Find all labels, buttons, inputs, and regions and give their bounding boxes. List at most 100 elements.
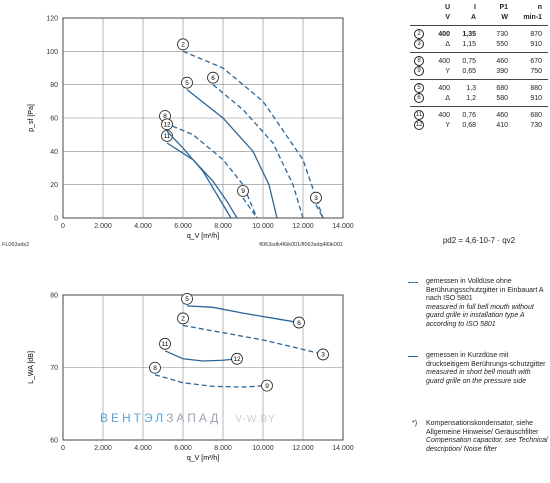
cell-i: 1,15 [462, 40, 476, 48]
row-id: 11 [410, 110, 428, 120]
cell-n: 670 [530, 57, 542, 65]
curve-label-circle [177, 38, 189, 51]
series-line-5 [186, 89, 278, 219]
legend-dashed-en: measured in full bell mouth without guar… [426, 303, 534, 328]
watermark-left: ВЕНТЭЛ [100, 411, 167, 425]
table-row: 5 400 1,3 680 880 [410, 83, 548, 93]
cell-p1: 410 [496, 121, 508, 129]
cell-i: 0,65 [462, 67, 476, 75]
y-tick-label: 40 [50, 149, 58, 156]
curve-id-badge: 3 [414, 39, 424, 49]
curve-label: 5 [185, 296, 189, 303]
y-axis-label: L_WA [dB] [28, 351, 35, 384]
curve-label-circle [317, 348, 329, 361]
curve-label: 9 [265, 383, 269, 390]
table-separator [410, 79, 548, 80]
x-tick-label: 0 [61, 223, 65, 230]
unit-a: A [470, 13, 476, 21]
table-header-units: V A W min-1 [410, 12, 548, 22]
curve-id-badge: 2 [414, 29, 424, 39]
x-axis-label: q_V [m³/h] [187, 233, 219, 240]
x-tick-label: 6.000 [174, 445, 192, 452]
curve-id-badge: 9 [414, 66, 424, 76]
series-line-8 [164, 122, 258, 219]
cell-u: 400 [438, 84, 450, 92]
row-id: 6 [410, 93, 428, 103]
curve-label-circle [181, 292, 193, 305]
y-tick-label: 120 [46, 16, 58, 23]
series-line-8 [154, 374, 268, 388]
solid-line-sample [408, 356, 418, 357]
cell-u: 400 [438, 30, 450, 38]
series-line-12 [166, 130, 232, 219]
cell-u: 400 [438, 57, 450, 65]
x-tick-label: 2.000 [94, 445, 112, 452]
cell-n: 680 [530, 111, 542, 119]
header-n: n [537, 3, 542, 11]
chart-code-right: fl063sdk4l6ik001/fl063sdq4l6ik001 [259, 242, 343, 248]
cell-n: 910 [530, 94, 542, 102]
row-id: 8 [410, 56, 428, 66]
curve-label: 12 [163, 122, 171, 129]
x-tick-label: 12.000 [292, 445, 314, 452]
y-tick-label: 80 [50, 82, 58, 89]
x-tick-label: 6.000 [174, 223, 192, 230]
curve-label: 3 [321, 352, 325, 359]
table-separator [410, 106, 548, 107]
curve-label-circle [177, 312, 189, 325]
table-row: 6 Δ 1,2 580 910 [410, 93, 548, 103]
y-axis-label: p_sf [Pa] [28, 104, 35, 132]
curve-label: 8 [163, 113, 167, 120]
cell-p1: 550 [496, 40, 508, 48]
note-mark: *) [412, 420, 418, 427]
curve-label: 5 [185, 80, 189, 87]
x-tick-label: 8.000 [214, 445, 232, 452]
x-axis-label: q_V [m³/h] [187, 455, 219, 462]
table-row: 8 400 0,75 460 670 [410, 56, 548, 66]
cell-p1: 580 [496, 94, 508, 102]
x-tick-label: 0 [61, 445, 65, 452]
row-id: 9 [410, 66, 428, 76]
cell-u: Δ [445, 94, 450, 102]
cell-n: 750 [530, 67, 542, 75]
table-body: 2 400 1,35 730 870 3 Δ 1,15 550 910 8 400 0,75 460 670… [410, 25, 548, 130]
series-line-11 [164, 350, 238, 362]
series-line-5 [186, 305, 300, 324]
table-header-symbols: U I P1 n [410, 2, 548, 12]
series-line-3 [315, 204, 324, 219]
cell-p1: 680 [496, 84, 508, 92]
watermark-mid: ЗАПАД [166, 411, 222, 425]
curve-label: 2 [181, 316, 185, 323]
curve-label: 6 [297, 320, 301, 327]
y-tick-label: 60 [50, 116, 58, 123]
row-id: 3 [410, 39, 428, 49]
header-u: U [444, 3, 450, 11]
series-line-2 [182, 50, 324, 219]
cell-i: 1,2 [466, 94, 476, 102]
header-i: I [474, 3, 476, 11]
y-tick-label: 20 [50, 182, 58, 189]
curve-label: 9 [241, 188, 245, 195]
cell-u: Y [445, 121, 450, 129]
curve-id-badge: 8 [414, 56, 424, 66]
unit-min: min-1 [523, 13, 542, 21]
curve-label-circle [207, 71, 219, 84]
cell-i: 1,35 [462, 30, 476, 38]
cell-p1: 460 [496, 57, 508, 65]
unit-w: W [501, 13, 508, 21]
legend-dashed: gemessen in Volldüse ohne Berührungsschu… [408, 278, 548, 329]
curve-label: 12 [233, 356, 241, 363]
curve-label-circle [181, 76, 193, 89]
curve-label-circle [310, 191, 322, 204]
x-tick-label: 8.000 [214, 223, 232, 230]
cell-u: 400 [438, 111, 450, 119]
unit-v: V [445, 13, 450, 21]
x-tick-label: 4.000 [134, 223, 152, 230]
legend-solid-en: measured in short bell mouth with guard … [426, 369, 531, 385]
curve-label-circle [161, 130, 173, 142]
fan-data-table: U I P1 n V A W min-1 2 400 1,35 730 870 3 Δ 1,1… [410, 2, 548, 130]
curve-id-badge: 12 [414, 120, 424, 130]
cell-p1: 730 [496, 30, 508, 38]
curve-label-circle [231, 352, 243, 365]
cell-n: 870 [530, 30, 542, 38]
